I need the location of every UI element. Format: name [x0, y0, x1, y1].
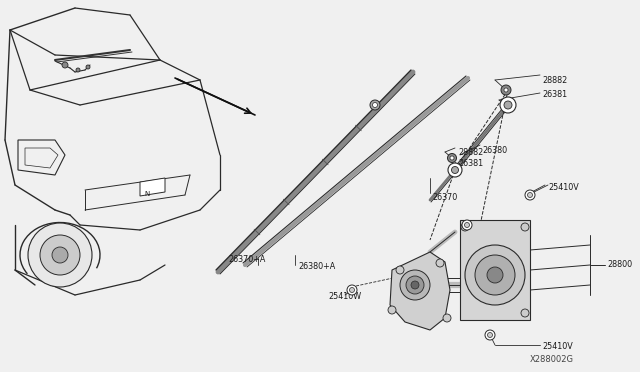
Circle shape: [525, 190, 535, 200]
Circle shape: [501, 85, 511, 95]
Text: 26370+A: 26370+A: [228, 255, 266, 264]
Circle shape: [485, 330, 495, 340]
Circle shape: [76, 68, 80, 72]
Circle shape: [406, 276, 424, 294]
Circle shape: [450, 156, 454, 160]
Text: 25410V: 25410V: [542, 342, 573, 351]
Circle shape: [447, 154, 456, 163]
Circle shape: [62, 62, 68, 68]
Circle shape: [28, 223, 92, 287]
Text: N: N: [145, 191, 150, 197]
Text: 28882: 28882: [458, 148, 483, 157]
Text: 26381: 26381: [458, 159, 483, 168]
Text: 28882: 28882: [542, 76, 567, 85]
Circle shape: [370, 100, 380, 110]
Circle shape: [436, 259, 444, 267]
Circle shape: [504, 101, 512, 109]
Text: 26370: 26370: [432, 193, 457, 202]
Text: 26380+A: 26380+A: [298, 262, 335, 271]
Circle shape: [411, 281, 419, 289]
Circle shape: [372, 103, 378, 108]
Circle shape: [349, 288, 355, 292]
Circle shape: [521, 309, 529, 317]
Circle shape: [400, 270, 430, 300]
Circle shape: [40, 235, 80, 275]
Text: 28800: 28800: [607, 260, 632, 269]
Circle shape: [52, 247, 68, 263]
Circle shape: [451, 167, 458, 173]
Circle shape: [443, 314, 451, 322]
Circle shape: [521, 223, 529, 231]
Text: 25410V: 25410V: [548, 183, 579, 192]
Circle shape: [475, 255, 515, 295]
Text: 25410W: 25410W: [328, 292, 361, 301]
Circle shape: [504, 88, 508, 92]
Text: X288002G: X288002G: [530, 355, 574, 364]
Circle shape: [487, 267, 503, 283]
Circle shape: [347, 285, 357, 295]
Circle shape: [527, 192, 532, 198]
Circle shape: [488, 333, 493, 337]
Circle shape: [465, 222, 470, 228]
Circle shape: [448, 163, 462, 177]
Polygon shape: [390, 252, 450, 330]
Polygon shape: [460, 220, 530, 320]
Circle shape: [461, 223, 469, 231]
Polygon shape: [140, 178, 165, 196]
Circle shape: [396, 266, 404, 274]
Circle shape: [465, 245, 525, 305]
Circle shape: [388, 306, 396, 314]
Text: 26381: 26381: [542, 90, 567, 99]
Circle shape: [462, 220, 472, 230]
Text: 26380: 26380: [482, 146, 507, 155]
Circle shape: [500, 97, 516, 113]
Circle shape: [86, 65, 90, 69]
